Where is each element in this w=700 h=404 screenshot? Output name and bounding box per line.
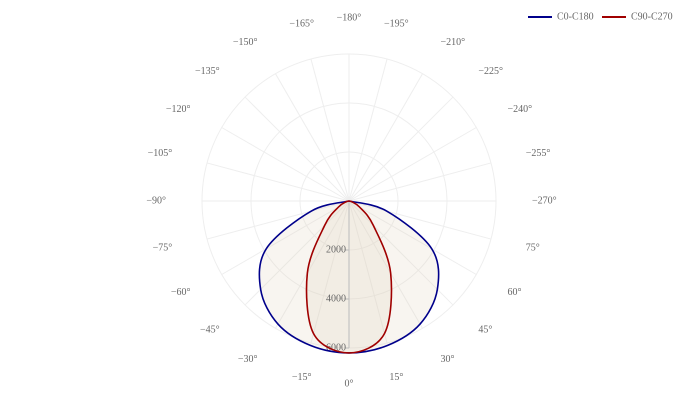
angular-grid-line xyxy=(348,200,423,329)
angular-grid-line xyxy=(275,73,350,202)
angular-grid-line xyxy=(206,200,350,240)
angular-grid-line xyxy=(221,200,350,275)
radial-tick-label: 4000 xyxy=(326,293,346,304)
angular-grid-line xyxy=(348,162,492,202)
angular-tick-label: −225° xyxy=(478,66,503,77)
angular-tick-label: −255° xyxy=(526,148,551,159)
angular-tick-label: −120° xyxy=(166,104,191,115)
angular-tick-label: −15° xyxy=(292,372,312,383)
angular-tick-label: 45° xyxy=(478,325,492,336)
angular-tick-label: −240° xyxy=(507,104,532,115)
angular-tick-label: −90° xyxy=(146,195,166,206)
angular-tick-label: −150° xyxy=(233,37,258,48)
angular-tick-label: 60° xyxy=(507,287,521,298)
series-line xyxy=(305,200,393,354)
angular-grid-line xyxy=(310,200,350,344)
angular-tick-label: −45° xyxy=(200,325,220,336)
angular-grid-line xyxy=(221,127,350,202)
angular-grid-line xyxy=(244,96,350,202)
angular-grid-line xyxy=(348,200,454,306)
angular-grid-line xyxy=(244,200,350,306)
angular-grid-line xyxy=(348,96,454,202)
angular-tick-label: 30° xyxy=(441,354,455,365)
angular-grid-line xyxy=(206,162,350,202)
radial-tick-label: 6000 xyxy=(326,342,346,353)
angular-tick-label: −210° xyxy=(441,37,466,48)
angular-tick-label: −270° xyxy=(532,195,557,206)
angular-grid-line xyxy=(310,58,350,202)
angular-grid-line xyxy=(275,200,350,329)
radial-tick-label: 2000 xyxy=(326,244,346,255)
angular-grid-line xyxy=(348,127,477,202)
angular-tick-label: −105° xyxy=(148,148,173,159)
angular-grid-line xyxy=(348,200,492,240)
angular-tick-label: 15° xyxy=(389,372,403,383)
legend-label: C90-C270 xyxy=(631,11,673,22)
angular-grid-line xyxy=(348,73,423,202)
angular-tick-label: −135° xyxy=(195,66,220,77)
angular-tick-label: −195° xyxy=(384,19,409,30)
angular-grid-line xyxy=(348,200,477,275)
angular-tick-label: 75° xyxy=(526,243,540,254)
angular-tick-label: −30° xyxy=(238,354,258,365)
angular-grid-line xyxy=(348,200,388,344)
angular-tick-label: −75° xyxy=(153,243,173,254)
angular-tick-label: 0° xyxy=(345,378,354,389)
angular-grid-line xyxy=(348,58,388,202)
angular-tick-label: −180° xyxy=(337,12,362,23)
legend-label: C0-C180 xyxy=(557,11,594,22)
angular-tick-label: −60° xyxy=(171,287,191,298)
angular-tick-label: −165° xyxy=(289,19,314,30)
